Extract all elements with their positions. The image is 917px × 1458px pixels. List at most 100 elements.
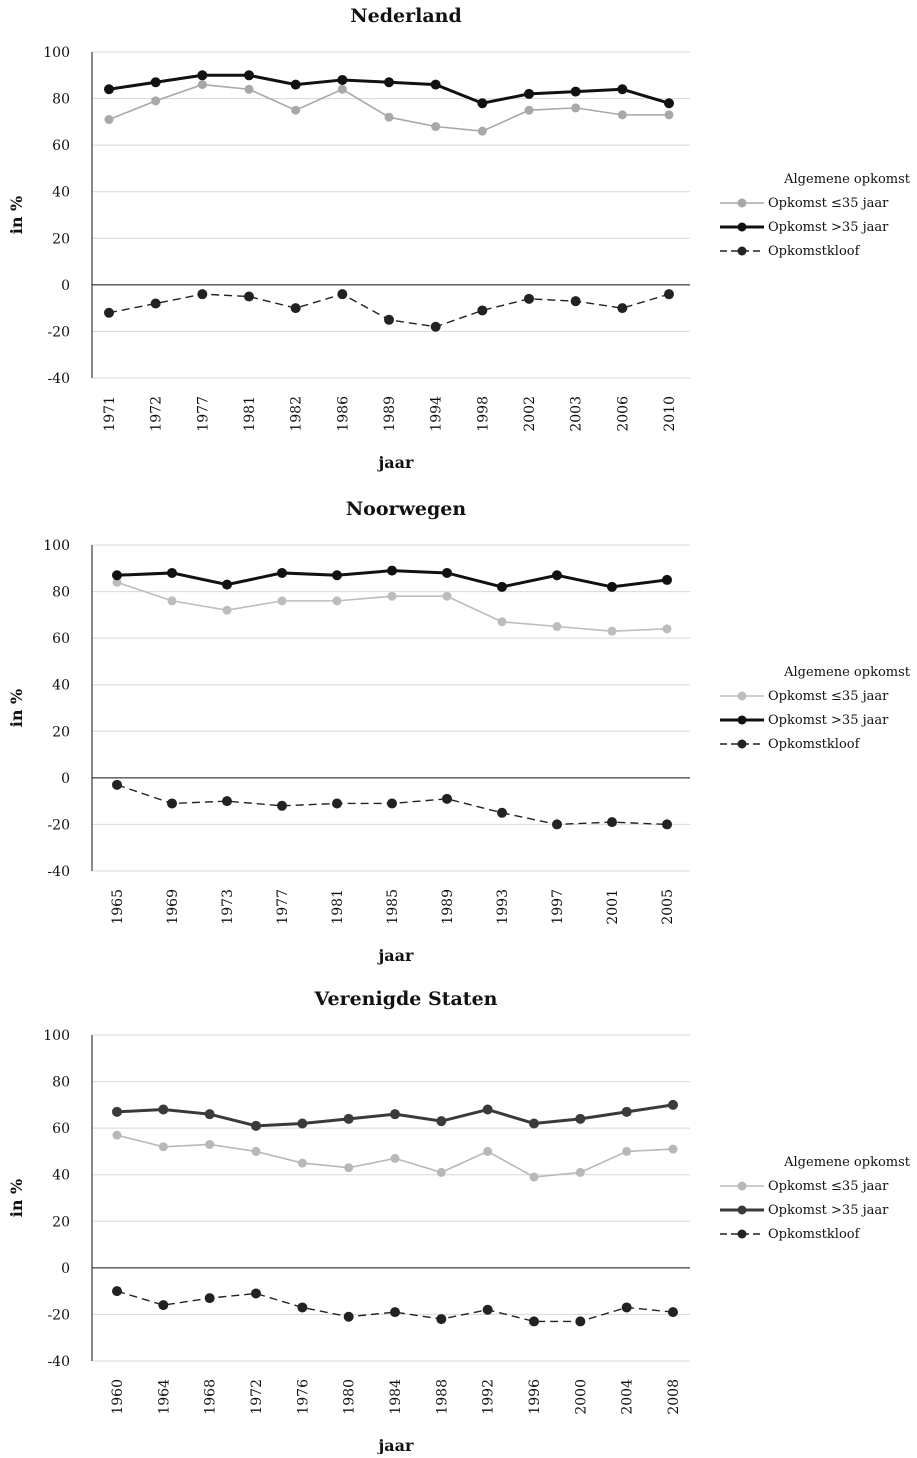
data-point	[477, 305, 488, 316]
data-point	[344, 1163, 354, 1173]
data-point	[297, 1118, 308, 1129]
legend-entry: Opkomstkloof	[768, 244, 861, 259]
x-axis-label: jaar	[377, 1436, 415, 1454]
data-point	[662, 624, 672, 634]
x-tick-label: 1996	[527, 1379, 543, 1415]
x-tick-label: 1977	[195, 396, 211, 432]
x-tick-label: 2002	[522, 396, 538, 432]
data-point	[387, 565, 397, 576]
data-point	[664, 289, 674, 300]
x-tick-label: 1964	[156, 1379, 172, 1415]
y-tick-label: 40	[52, 1168, 70, 1184]
y-tick-label: 0	[61, 1261, 70, 1277]
x-tick-label: 1972	[249, 1379, 265, 1415]
data-point	[668, 1144, 678, 1154]
y-axis-label: in %	[7, 689, 26, 727]
x-tick-label: 1977	[275, 889, 291, 925]
data-point	[244, 84, 254, 94]
data-point	[571, 103, 581, 113]
x-tick-label: 1982	[289, 396, 305, 432]
x-tick-label: 1988	[434, 1379, 450, 1415]
x-tick-label: 1973	[220, 889, 236, 925]
data-point	[277, 596, 287, 606]
data-point	[497, 617, 507, 627]
x-tick-label: 1968	[203, 1379, 219, 1415]
x-tick-label: 2001	[605, 889, 621, 925]
x-tick-label: 1984	[388, 1379, 404, 1415]
legend-swatch-marker	[737, 222, 747, 232]
x-tick-label: 2008	[666, 1379, 682, 1415]
series-line	[116, 581, 668, 632]
data-point	[430, 321, 441, 332]
y-tick-label: 60	[52, 138, 70, 154]
series-1	[104, 70, 674, 109]
y-tick-label: -40	[47, 371, 70, 387]
data-point	[668, 1099, 678, 1110]
legend-title: Algemene opkomst	[783, 1155, 911, 1170]
data-point	[337, 74, 348, 85]
data-point	[442, 793, 452, 804]
data-point	[337, 84, 347, 94]
data-point	[251, 1120, 261, 1131]
data-point	[158, 1104, 169, 1115]
data-point	[529, 1118, 539, 1129]
y-tick-label: 40	[52, 678, 70, 694]
data-point	[332, 570, 342, 581]
data-point	[575, 1167, 585, 1177]
y-tick-label: -20	[47, 1307, 70, 1323]
data-point	[277, 800, 287, 811]
x-tick-label: 1976	[295, 1379, 311, 1415]
data-point	[668, 1307, 678, 1318]
data-point	[104, 115, 114, 125]
x-tick-label: 1985	[385, 889, 401, 925]
x-tick-label: 1997	[550, 889, 566, 925]
data-point	[664, 98, 674, 109]
series-2	[112, 779, 672, 830]
data-point	[662, 574, 672, 585]
data-point	[436, 1116, 447, 1127]
data-point	[570, 86, 581, 97]
data-point	[524, 88, 534, 99]
x-tick-label: 1992	[481, 1379, 497, 1415]
data-point	[617, 110, 627, 120]
data-point	[104, 307, 114, 318]
legend-title: Algemene opkomst	[783, 665, 911, 680]
data-point	[552, 819, 562, 830]
data-point	[204, 1109, 215, 1120]
legend-entry: Opkomst ≤35 jaar	[768, 1179, 889, 1194]
data-point	[205, 1139, 215, 1149]
x-tick-label: 2010	[662, 396, 678, 432]
legend-swatch-marker	[737, 1205, 747, 1215]
data-point	[112, 779, 122, 790]
series-0	[104, 80, 674, 136]
data-point	[442, 591, 452, 601]
legend-swatch-marker	[737, 691, 747, 701]
y-tick-label: 20	[52, 1214, 70, 1230]
data-point	[482, 1304, 493, 1315]
y-tick-label: 0	[61, 278, 70, 294]
legend-swatch-marker	[737, 739, 747, 749]
legend-entry: Opkomst ≤35 jaar	[768, 196, 889, 211]
y-axis-label: in %	[7, 196, 26, 234]
data-point	[387, 798, 397, 809]
x-tick-label: 1994	[429, 396, 445, 432]
data-point	[222, 579, 232, 590]
x-tick-label: 1965	[110, 889, 126, 925]
data-point	[297, 1158, 307, 1168]
data-point	[290, 79, 301, 90]
data-point	[197, 80, 207, 90]
y-tick-label: -20	[47, 324, 70, 340]
data-point	[662, 819, 672, 830]
y-tick-label: 60	[52, 1121, 70, 1137]
legend-title: Algemene opkomst	[783, 172, 911, 187]
data-point	[112, 570, 122, 581]
series-0	[112, 1130, 678, 1182]
x-axis-label: jaar	[377, 946, 415, 965]
data-point	[204, 1293, 215, 1304]
x-tick-label: 2005	[660, 889, 676, 925]
data-point	[524, 105, 534, 115]
y-tick-label: 80	[52, 585, 70, 601]
data-point	[384, 314, 394, 325]
data-point	[290, 303, 301, 314]
